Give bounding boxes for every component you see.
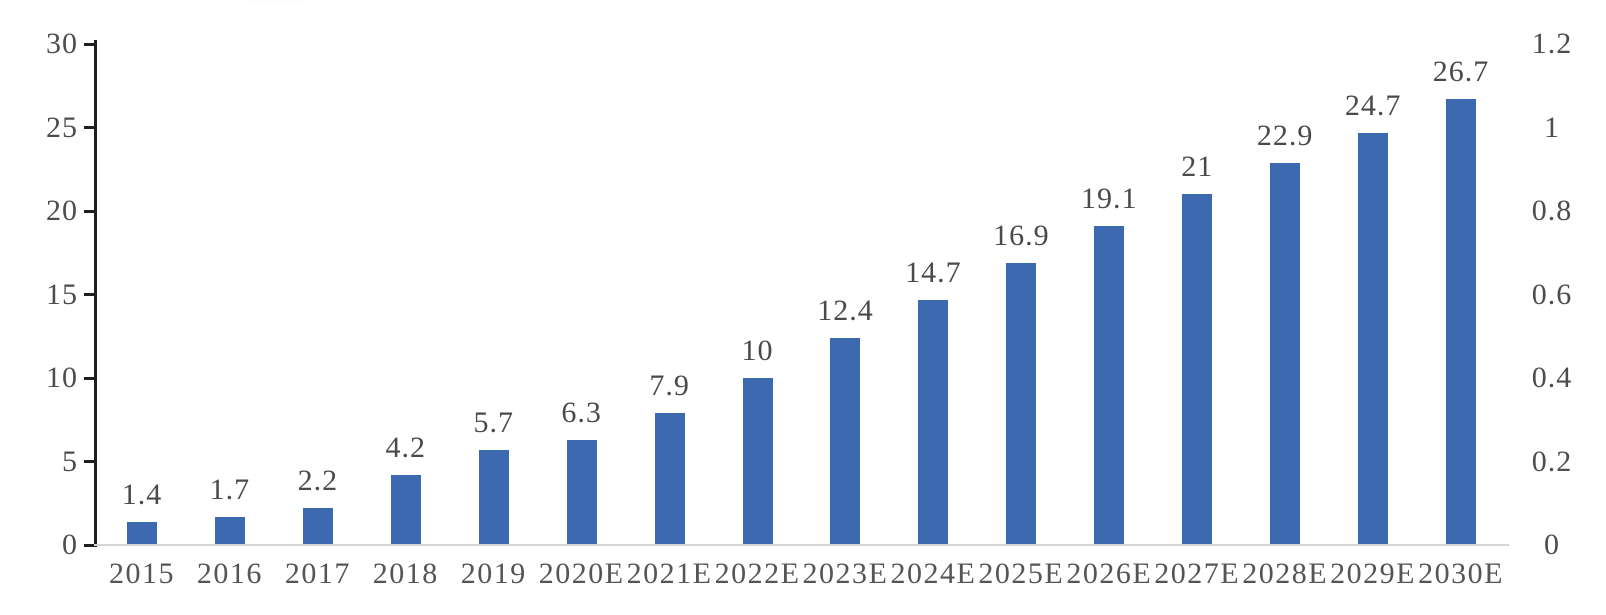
bar-2022E [742,378,773,545]
x-axis-category-label: 2024E [890,557,977,590]
y-axis-left-tick-label: 10 [46,361,78,394]
bar-2025E [1006,262,1037,545]
cropped-legend-remnant [250,0,304,4]
y-axis-left-tick-mark [84,376,94,380]
x-axis-category-label: 2017 [284,557,351,590]
bar-value-label: 22.9 [1256,118,1314,152]
bar-value-label: 16.9 [993,218,1050,252]
y-axis-left-tick-label: 15 [46,277,78,311]
y-axis-right-tick-label: 0.6 [1531,277,1573,311]
bar-value-label: 21 [1181,150,1214,184]
bar-2030E [1446,99,1477,545]
y-axis-right-tick-label: 0 [1544,528,1560,561]
x-axis-category-label: 2020E [538,557,625,590]
bar-value-label: 14.7 [905,255,962,289]
y-axis-left-tick-mark [84,543,94,547]
y-axis-left-line [94,40,97,547]
x-axis-category-label: 2023E [802,557,889,590]
bar-value-label: 10 [741,334,774,367]
bar-value-label: 6.3 [561,395,602,429]
bar-2015 [126,521,157,545]
x-axis-category-label: 2019 [460,557,527,590]
bar-2023E [830,337,861,545]
bar-value-label: 1.4 [121,477,163,511]
bar-value-label: 5.7 [473,405,514,439]
y-axis-left-tick-label: 0 [62,528,78,561]
x-axis-category-label: 2030E [1418,557,1504,590]
bar-2016 [214,516,245,545]
y-axis-right-tick-label: 0.4 [1531,361,1573,394]
x-axis-category-label: 2029E [1330,557,1417,590]
bar-value-label: 4.2 [385,430,427,464]
x-axis-category-label: 2027E [1154,557,1241,590]
y-axis-left-tick-mark [84,460,94,463]
y-axis-right-tick-label: 0.2 [1531,444,1573,478]
bar-2029E [1358,132,1389,545]
y-axis-left-tick-label: 30 [46,27,78,60]
bar-2017 [302,508,333,545]
x-axis-category-label: 2016 [196,557,263,590]
bar-2018 [390,474,421,545]
y-axis-left-tick-label: 5 [62,444,78,478]
y-axis-right-tick-label: 0.8 [1531,194,1573,227]
y-axis-left-tick-mark [84,126,94,129]
bar-2024E [918,299,949,545]
y-axis-left-tick-mark [84,42,94,46]
bar-value-label: 1.7 [209,472,251,506]
y-axis-right-tick-label: 1 [1544,110,1560,144]
x-axis-line [94,544,1509,546]
x-axis-category-label: 2018 [372,557,439,590]
bar-value-label: 19.1 [1081,182,1138,216]
x-axis-category-label: 2021E [626,557,713,590]
bar-2027E [1182,194,1213,545]
x-axis-category-label: 2022E [714,557,801,590]
bar-value-label: 24.7 [1344,88,1402,122]
y-axis-right-tick-label: 1.2 [1531,27,1573,60]
y-axis-left-tick-mark [84,293,94,296]
bar-value-label: 7.9 [649,369,690,403]
bar-2020E [566,439,597,545]
x-axis-category-label: 2025E [978,557,1065,590]
bar-2021E [654,413,685,545]
bar-2028E [1270,162,1301,545]
bar-value-label: 26.7 [1432,55,1490,89]
y-axis-left-tick-label: 25 [46,110,78,144]
x-axis-category-label: 2015 [108,557,175,590]
bar-value-label: 2.2 [297,464,339,498]
y-axis-left-tick-label: 20 [46,194,78,227]
bar-2026E [1094,226,1125,545]
y-axis-left-tick-mark [84,209,94,213]
bar-value-label: 12.4 [817,293,874,327]
bar-2019 [478,449,509,545]
x-axis-category-label: 2026E [1066,557,1153,590]
x-axis-category-label: 2028E [1242,557,1329,590]
